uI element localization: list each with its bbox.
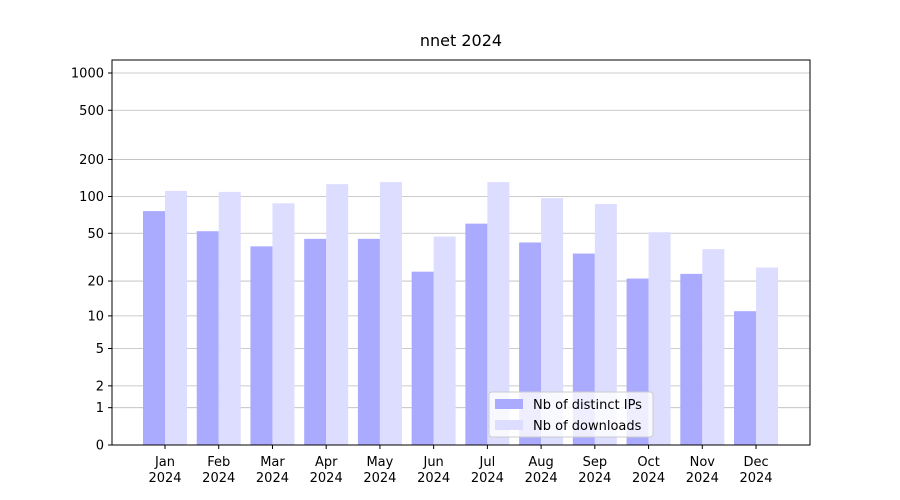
bar — [326, 184, 349, 445]
x-tick-label: Nov 2024 — [686, 455, 719, 486]
y-tick-label: 10 — [87, 309, 104, 324]
bar — [648, 232, 671, 445]
y-tick-label: 20 — [87, 275, 104, 290]
bar — [143, 211, 165, 445]
x-tick-label: May 2024 — [363, 455, 396, 486]
x-tick-label: Aug 2024 — [525, 455, 558, 486]
bar — [196, 231, 219, 445]
y-tick-label: 2 — [96, 379, 104, 394]
plot-frame — [111, 59, 811, 446]
bar — [357, 238, 380, 445]
y-tick-label: 50 — [87, 227, 104, 242]
x-tick-label: Apr 2024 — [310, 455, 343, 486]
bar — [594, 203, 617, 445]
x-tick-label: Sep 2024 — [578, 455, 611, 486]
bar — [218, 191, 241, 445]
x-tick-label: Jun 2024 — [417, 455, 450, 486]
legend-swatch — [495, 420, 523, 430]
x-tick-label: Oct 2024 — [632, 455, 665, 486]
x-tick-label: Dec 2024 — [739, 455, 772, 486]
legend-swatch — [495, 399, 523, 409]
y-tick-label: 1000 — [71, 66, 104, 81]
bar — [465, 223, 488, 445]
legend-label: Nb of distinct IPs — [533, 398, 642, 413]
bar — [379, 182, 402, 445]
legend-box — [488, 391, 654, 438]
bar — [756, 267, 779, 445]
y-tick-label: 200 — [79, 153, 104, 168]
y-tick-label: 1 — [96, 401, 104, 416]
bar — [541, 198, 564, 445]
bar — [680, 273, 703, 445]
legend-label: Nb of downloads — [533, 419, 642, 434]
bar — [250, 246, 273, 445]
bar — [165, 190, 187, 445]
bar — [304, 238, 327, 445]
x-tick-label: Jul 2024 — [471, 455, 504, 486]
x-tick-label: Feb 2024 — [202, 455, 235, 486]
x-tick-label: Mar 2024 — [256, 455, 289, 486]
bar — [702, 249, 725, 445]
bar — [411, 271, 434, 445]
bar — [272, 203, 295, 445]
y-tick-label: 100 — [79, 190, 104, 205]
bar — [487, 182, 510, 445]
y-tick-label: 5 — [96, 342, 104, 357]
bar — [433, 236, 456, 445]
bar — [734, 311, 757, 445]
chart-title: nnet 2024 — [420, 31, 502, 50]
y-tick-label: 500 — [79, 104, 104, 119]
y-tick-label: 0 — [96, 439, 104, 454]
x-tick-label: Jan 2024 — [148, 455, 181, 486]
